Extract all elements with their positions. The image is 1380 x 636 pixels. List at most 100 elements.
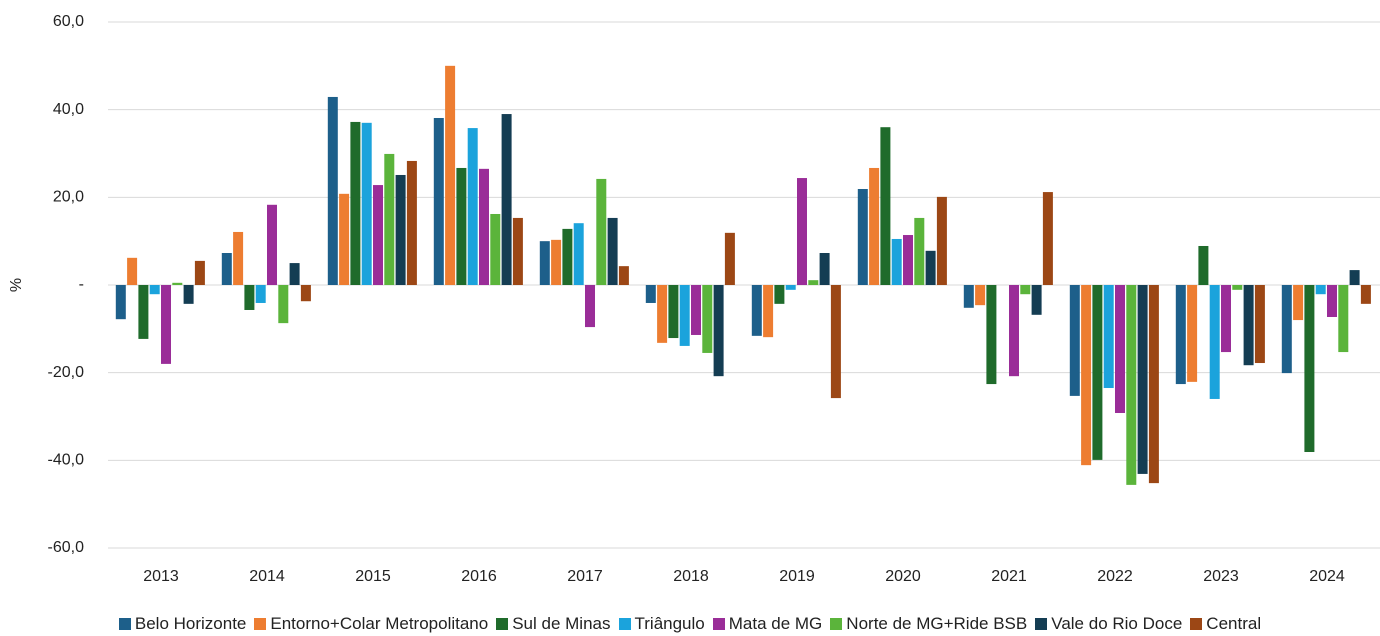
y-tick-label: 20,0	[53, 189, 84, 206]
legend-item: Entorno+Colar Metropolitano	[254, 614, 488, 634]
x-tick-label: 2020	[885, 568, 921, 585]
bar	[1254, 285, 1265, 364]
bar	[1338, 285, 1349, 353]
legend-label: Entorno+Colar Metropolitano	[270, 614, 489, 633]
legend-swatch	[118, 618, 131, 630]
legend-item: Triângulo	[618, 614, 705, 634]
legend-swatch	[618, 618, 631, 630]
legend-swatch	[1035, 618, 1048, 630]
bar	[903, 235, 913, 285]
y-tick-label: -40,0	[48, 452, 85, 469]
bar	[1175, 285, 1186, 385]
legend-swatch	[712, 618, 725, 630]
bar	[479, 168, 489, 285]
legend-label: Central	[1206, 614, 1262, 633]
bar	[289, 263, 300, 285]
bar	[1137, 285, 1148, 474]
bar	[1081, 285, 1092, 466]
bar	[161, 285, 171, 364]
bar	[857, 189, 868, 285]
bar	[255, 285, 266, 303]
bar	[573, 223, 584, 285]
bar	[327, 96, 338, 285]
bar	[1148, 285, 1159, 484]
bar	[539, 241, 550, 285]
bar	[691, 285, 701, 335]
bar	[172, 282, 183, 285]
bar	[1221, 285, 1231, 353]
bar	[278, 285, 289, 324]
legend-swatch	[254, 618, 267, 630]
bar	[925, 250, 936, 285]
x-tick-label: 2021	[991, 568, 1027, 585]
bar	[1293, 285, 1304, 321]
bar	[751, 285, 762, 336]
bar	[596, 178, 607, 285]
bar	[797, 178, 807, 285]
bar	[350, 121, 361, 285]
bar	[585, 285, 595, 328]
legend-swatch	[1190, 618, 1203, 630]
x-tick-label: 2015	[355, 568, 391, 585]
bar	[339, 193, 350, 285]
bar	[702, 285, 713, 353]
x-tick-label: 2023	[1203, 568, 1239, 585]
x-tick-label: 2017	[567, 568, 603, 585]
bar	[657, 285, 668, 343]
legend-swatch	[830, 618, 843, 630]
bar	[501, 114, 512, 285]
bar	[1315, 285, 1326, 295]
legend-label: Belo Horizonte	[134, 614, 247, 633]
bar	[562, 228, 573, 285]
bar	[914, 217, 925, 285]
bar	[1209, 285, 1220, 399]
bar	[1126, 285, 1137, 485]
bar	[1042, 192, 1053, 285]
bar	[645, 285, 656, 303]
legend-label: Sul de Minas	[512, 614, 611, 633]
bar	[763, 285, 774, 338]
bar	[1009, 285, 1019, 377]
y-tick-label: 60,0	[53, 13, 84, 30]
bar	[221, 253, 232, 285]
bar	[1092, 285, 1103, 460]
legend-label: Mata de MG	[728, 614, 823, 633]
bar	[1115, 285, 1125, 413]
bar	[830, 285, 841, 399]
bar	[1187, 285, 1198, 382]
legend-label: Vale do Rio Doce	[1051, 614, 1183, 633]
legend-item: Vale do Rio Doce	[1035, 614, 1182, 634]
bar	[1020, 285, 1031, 295]
legend-item: Belo Horizonte	[118, 614, 247, 634]
legend-item: Mata de MG	[712, 614, 823, 634]
legend-swatch	[496, 618, 509, 630]
bar	[713, 285, 724, 377]
x-tick-label: 2024	[1309, 568, 1345, 585]
bar	[819, 253, 830, 285]
bar	[551, 239, 562, 285]
x-tick-label: 2016	[461, 568, 497, 585]
bar	[115, 285, 126, 320]
bar	[456, 167, 467, 285]
legend-item: Norte de MG+Ride BSB	[830, 614, 1027, 634]
x-tick-label: 2013	[143, 568, 179, 585]
x-tick-label: 2014	[249, 568, 285, 585]
bar	[618, 266, 629, 285]
bar	[490, 213, 501, 285]
x-tick-label: 2018	[673, 568, 709, 585]
bar	[963, 285, 974, 308]
bar	[880, 127, 891, 285]
bar	[1103, 285, 1114, 389]
y-tick-label: 40,0	[53, 101, 84, 118]
bar	[183, 285, 194, 304]
bar	[300, 285, 311, 302]
bar	[373, 185, 383, 285]
bar	[395, 174, 406, 285]
bar	[724, 232, 735, 285]
legend-label: Norte de MG+Ride BSB	[846, 614, 1028, 633]
x-tick-label: 2022	[1097, 568, 1133, 585]
bar	[679, 285, 690, 346]
y-tick-label: -20,0	[48, 364, 85, 381]
bar	[936, 196, 947, 285]
bar	[785, 285, 796, 290]
